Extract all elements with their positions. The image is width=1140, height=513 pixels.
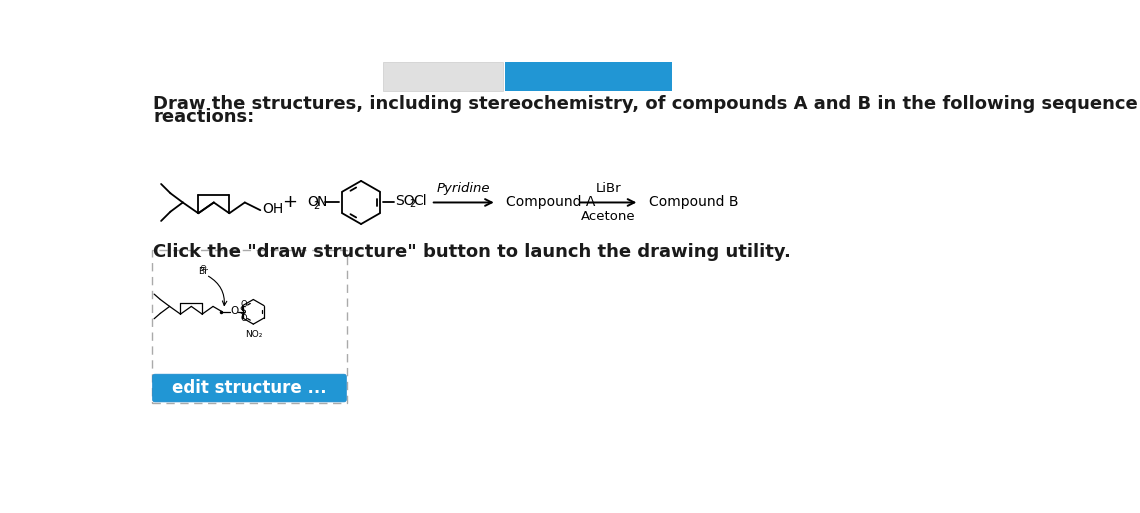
Bar bbox=[383, 62, 503, 91]
Text: Pyridine: Pyridine bbox=[437, 182, 490, 195]
Text: O: O bbox=[307, 195, 318, 209]
Text: +: + bbox=[283, 193, 298, 211]
Text: 2: 2 bbox=[409, 199, 415, 209]
Text: N: N bbox=[317, 195, 327, 209]
Text: edit structure ...: edit structure ... bbox=[172, 379, 327, 397]
Text: Compound A: Compound A bbox=[506, 195, 595, 209]
Text: LiBr: LiBr bbox=[595, 182, 621, 195]
FancyBboxPatch shape bbox=[153, 374, 347, 402]
Text: SO: SO bbox=[396, 194, 415, 208]
Text: reactions:: reactions: bbox=[154, 108, 254, 126]
Text: Compound B: Compound B bbox=[649, 195, 738, 209]
Bar bbox=[152, 250, 347, 403]
Bar bbox=[505, 62, 671, 91]
Text: 2: 2 bbox=[314, 201, 319, 210]
Text: Click the "draw structure" button to launch the drawing utility.: Click the "draw structure" button to lau… bbox=[154, 243, 791, 261]
FancyArrowPatch shape bbox=[209, 276, 227, 306]
Text: ⊖: ⊖ bbox=[200, 263, 206, 272]
Text: Cl: Cl bbox=[413, 194, 426, 208]
Text: OH: OH bbox=[262, 202, 283, 215]
Text: S: S bbox=[239, 306, 246, 316]
Text: Draw the structures, including stereochemistry, of compounds A and B in the foll: Draw the structures, including stereoche… bbox=[154, 95, 1140, 113]
Text: Br: Br bbox=[198, 267, 207, 277]
Text: O: O bbox=[241, 301, 246, 309]
Text: O: O bbox=[241, 314, 246, 323]
Text: Acetone: Acetone bbox=[581, 210, 636, 223]
Text: NO₂: NO₂ bbox=[245, 330, 262, 339]
Text: O: O bbox=[230, 306, 238, 316]
